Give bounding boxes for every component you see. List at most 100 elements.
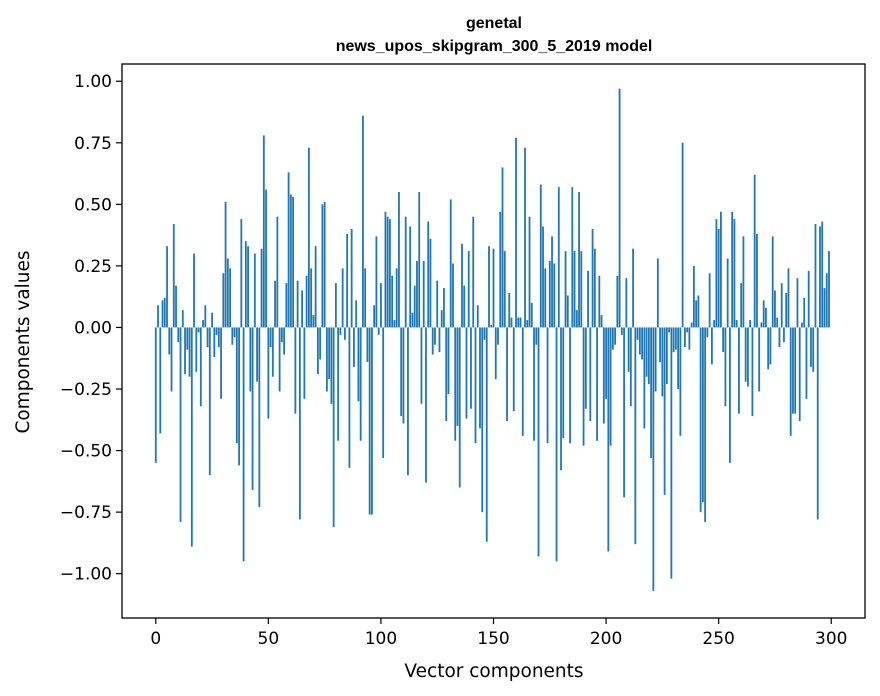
bar-1	[157, 305, 159, 328]
bar-164	[524, 147, 526, 328]
bar-29	[220, 327, 222, 399]
bar-259	[738, 327, 740, 414]
bar-45	[256, 327, 258, 382]
bar-215	[638, 327, 641, 355]
bar-238	[690, 322, 693, 328]
bar-246	[708, 273, 711, 328]
bar-134	[456, 327, 459, 426]
x-tick-label-2: 100	[365, 629, 397, 649]
bar-67	[305, 275, 308, 328]
bar-84	[344, 327, 346, 340]
bar-173	[544, 268, 547, 328]
bar-202	[609, 327, 612, 446]
bar-181	[562, 327, 565, 439]
bar-85	[346, 233, 349, 328]
bar-87	[350, 228, 353, 328]
bar-62	[294, 327, 297, 414]
bar-277	[778, 327, 781, 348]
bar-278	[780, 283, 783, 328]
bar-51	[269, 327, 272, 348]
bar-99	[377, 327, 380, 335]
bar-234	[681, 142, 684, 328]
x-axis-label: Vector components	[404, 661, 583, 682]
bar-153	[499, 211, 502, 328]
plot-frame	[121, 63, 866, 619]
bar-266	[753, 174, 756, 328]
bar-30	[222, 273, 225, 328]
bar-209	[625, 278, 628, 328]
bar-204	[614, 327, 616, 345]
bar-106	[393, 320, 396, 328]
bar-124	[434, 327, 436, 345]
bar-169	[535, 327, 538, 345]
bar-247	[711, 327, 713, 365]
bar-193	[589, 327, 592, 422]
bar-141	[472, 216, 475, 328]
bar-185	[571, 187, 574, 328]
bar-91	[359, 327, 362, 441]
bar-225	[661, 327, 664, 397]
bar-287	[801, 322, 803, 328]
bar-73	[319, 327, 322, 360]
bar-221	[652, 327, 655, 591]
bar-162	[519, 317, 522, 328]
x-tick-label-4: 200	[590, 629, 622, 649]
bar-42	[249, 327, 252, 392]
bar-33	[229, 268, 231, 328]
bar-66	[303, 327, 306, 399]
chart-title-line-1: genetal	[466, 15, 522, 32]
bar-3	[161, 300, 164, 328]
y-tick-label-3: −0.25	[60, 380, 112, 400]
bar-147	[485, 327, 488, 542]
bar-205	[616, 275, 619, 328]
bar-25	[211, 312, 213, 328]
bar-268	[758, 327, 761, 392]
bar-242	[699, 327, 702, 513]
bar-70	[312, 315, 315, 328]
bar-15	[188, 327, 191, 377]
bar-135	[458, 327, 461, 488]
bar-224	[659, 327, 662, 362]
bar-217	[643, 327, 646, 429]
bar-20	[199, 327, 202, 407]
bar-10	[177, 327, 180, 343]
bar-297	[823, 288, 826, 328]
bar-138	[465, 327, 468, 419]
bar-65	[301, 290, 304, 328]
bar-156	[506, 327, 508, 422]
bar-61	[292, 196, 295, 328]
bar-133	[454, 327, 457, 441]
bar-299	[828, 251, 830, 328]
bar-165	[526, 320, 529, 328]
bar-148	[488, 246, 490, 328]
bar-269	[760, 322, 763, 328]
bar-275	[774, 290, 776, 328]
bar-132	[452, 263, 454, 328]
y-axis-ticks: −1.00 −0.75 −0.50 −0.25 0.00 0.25 0.50 0.75 1.00	[60, 72, 122, 585]
bar-48	[262, 135, 265, 328]
bar-174	[546, 327, 549, 444]
bar-100	[380, 283, 382, 328]
bar-201	[607, 327, 610, 552]
bar-270	[762, 300, 765, 328]
bar-83	[341, 268, 344, 328]
bar-220	[650, 327, 653, 458]
bar-245	[706, 327, 709, 338]
bar-72	[316, 327, 319, 375]
bar-31	[224, 201, 227, 328]
bar-89	[355, 300, 358, 328]
bar-35	[233, 327, 236, 338]
bar-261	[742, 236, 745, 328]
bar-288	[803, 297, 806, 328]
bar-9	[175, 285, 177, 328]
bar-298	[825, 273, 828, 328]
bar-228	[668, 327, 671, 333]
bar-293	[814, 224, 817, 328]
bar-189	[580, 251, 583, 328]
bar-223	[656, 258, 659, 328]
bar-186	[573, 251, 576, 328]
bar-290	[807, 270, 810, 328]
bar-60	[289, 194, 292, 328]
bar-71	[314, 246, 317, 328]
bar-157	[508, 292, 511, 328]
